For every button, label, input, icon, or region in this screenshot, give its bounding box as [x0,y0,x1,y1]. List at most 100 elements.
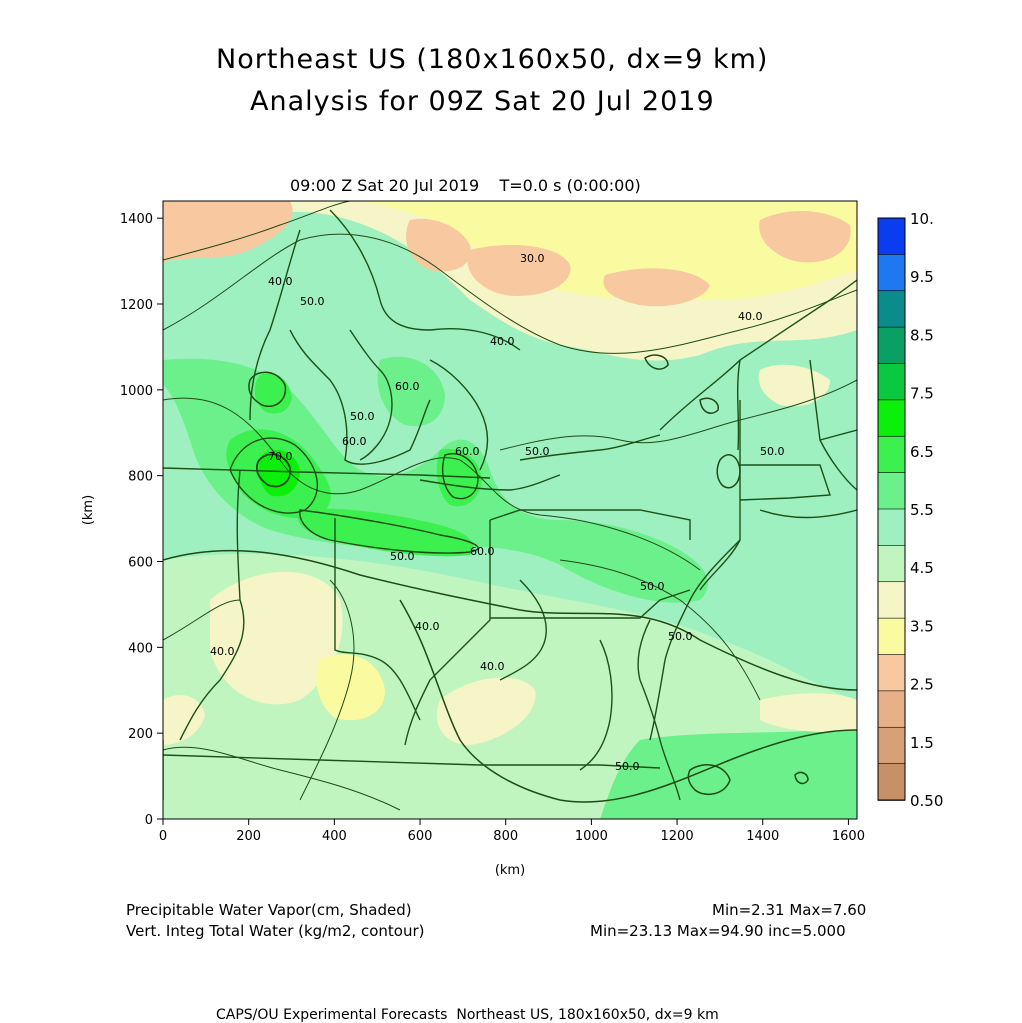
chesapeake-coast [637,619,681,801]
map-fields [163,201,857,819]
y-tick-label: 800 [128,470,153,485]
colorbar-label: 0.50 [910,792,943,810]
colorbar-frame [877,217,906,801]
contour-label: 40.0 [480,660,505,673]
us-canada-border-west [163,467,491,479]
pocket-south-cream-1 [210,571,343,705]
time-label: 09:00 Z Sat 20 Jul 2019 T=0.0 s (0:00:00… [290,176,641,195]
x-tick-label: 800 [493,829,518,844]
colorbar-label: 3.5 [910,617,934,635]
field-lakes-bright-2 [297,508,474,557]
title-line-1: Northeast US (180x160x50, dx=9 km) [216,44,769,75]
x-tick-label: 1600 [832,829,865,844]
field-north-yellow [360,201,857,300]
state-border-pa-md [490,589,691,619]
contour-label: 40.0 [210,645,235,658]
y-tick-label: 400 [128,641,153,656]
pocket-south-yellow-1 [316,654,385,721]
blob-northwest-orange [163,201,293,262]
lake-superior-shore [329,209,521,351]
x-axis-unit-label: (km) [495,863,525,878]
colorbar-swatch [877,435,906,474]
colorbar-swatch [877,617,906,656]
contour-label: 60.0 [342,435,367,448]
colorbar: 10. 9.5 8.5 7.5 6.5 5.5 4.5 3.5 2.5 1.5 0.50 [877,210,943,810]
contour-lines [163,201,857,811]
colorbar-label: 6.5 [910,443,934,461]
plot-frame [162,200,858,820]
x-tick-label: 0 [159,829,167,844]
y-tick-label: 1200 [120,298,153,313]
pocket-east-cream [760,693,857,732]
colorbar-swatch [877,363,906,401]
colorbar-label: 1.5 [910,734,934,752]
contour-label: 60.0 [455,445,480,458]
colorbar-swatch [877,254,906,292]
contour-label: 40.0 [490,335,515,348]
st-lawrence-valley [659,279,857,431]
lake-huron-shore [429,359,489,471]
field-lakes-green-2 [377,356,445,427]
colorbar-label: 10. [910,210,934,228]
maine-coast [819,439,857,491]
contour-field-stats: Min=23.13 Max=94.90 inc=5.000 [590,922,846,940]
state-border-illinois [179,469,245,741]
contour-label: 50.0 [760,445,785,458]
x-tick-label: 1200 [661,829,694,844]
state-border-south [163,754,661,769]
y-tick-label: 600 [128,556,153,571]
x-tick-label: 200 [236,829,261,844]
colorbar-label: 9.5 [910,268,934,286]
pocket-west-cream [163,695,205,745]
lake-erie-shore [419,474,561,491]
contour-label: 40.0 [268,275,293,288]
contour-label: 50.0 [350,410,375,423]
colorbar-label: 7.5 [910,385,934,403]
field-lakes-bright-4 [254,372,292,414]
contour-label: 50.0 [615,760,640,773]
field-lakes-green [163,358,709,603]
x-tick-label: 600 [408,829,433,844]
contour-label: 50.0 [668,630,693,643]
contour-label: 70.0 [268,450,293,463]
blob-northeast-orange [759,210,851,263]
state-border-indiana-ohio [334,518,421,721]
x-tick-label: 400 [322,829,347,844]
x-axis: 0 200 400 600 800 1000 1200 1400 1600 [159,819,865,844]
contour-label: 40.0 [738,310,763,323]
colorbar-swatch [877,690,906,729]
y-tick-label: 1400 [120,212,153,227]
shaded-field-stats: Min=2.31 Max=7.60 [712,901,867,919]
colorbar-swatch [877,399,906,438]
colorbar-swatch [877,545,906,583]
contour-labels: 30.0 40.0 40.0 40.0 40.0 40.0 40.0 50.0 50.0 50.0… [210,252,785,773]
contour-field-label: Vert. Integ Total Water (kg/m2, contour) [126,922,425,940]
y-axis-unit-label: (km) [81,495,96,525]
colorbar-swatch [877,326,906,365]
colorbar-swatch [877,763,906,801]
east-coast [649,539,741,741]
contour-label: 50.0 [300,295,325,308]
y-axis: 0 200 400 600 800 1000 1200 1400 [120,212,163,828]
x-tick-label: 1000 [575,829,608,844]
colorbar-label: 5.5 [910,501,934,519]
colorbar-swatch [877,581,906,619]
title-line-2: Analysis for 09Z Sat 20 Jul 2019 [250,86,715,117]
colorbar-swatch [877,290,906,328]
colorbar-swatch [877,508,906,547]
colorbar-swatch [877,217,906,256]
contour-label: 30.0 [520,252,545,265]
y-tick-label: 1000 [120,384,153,399]
southern-new-england-coast [759,509,857,519]
shaded-field-label: Precipitable Water Vapor(cm, Shaded) [126,901,412,919]
contour-label: 50.0 [640,580,665,593]
colorbar-swatch [877,472,906,510]
colorbar-swatch [877,726,906,765]
pocket-south-cream-2 [436,677,536,745]
map-boundaries [163,209,857,801]
colorbar-label: 4.5 [910,559,934,577]
colorbar-swatch [877,654,906,692]
lake-michigan-shore [289,329,431,465]
y-tick-label: 200 [128,727,153,742]
